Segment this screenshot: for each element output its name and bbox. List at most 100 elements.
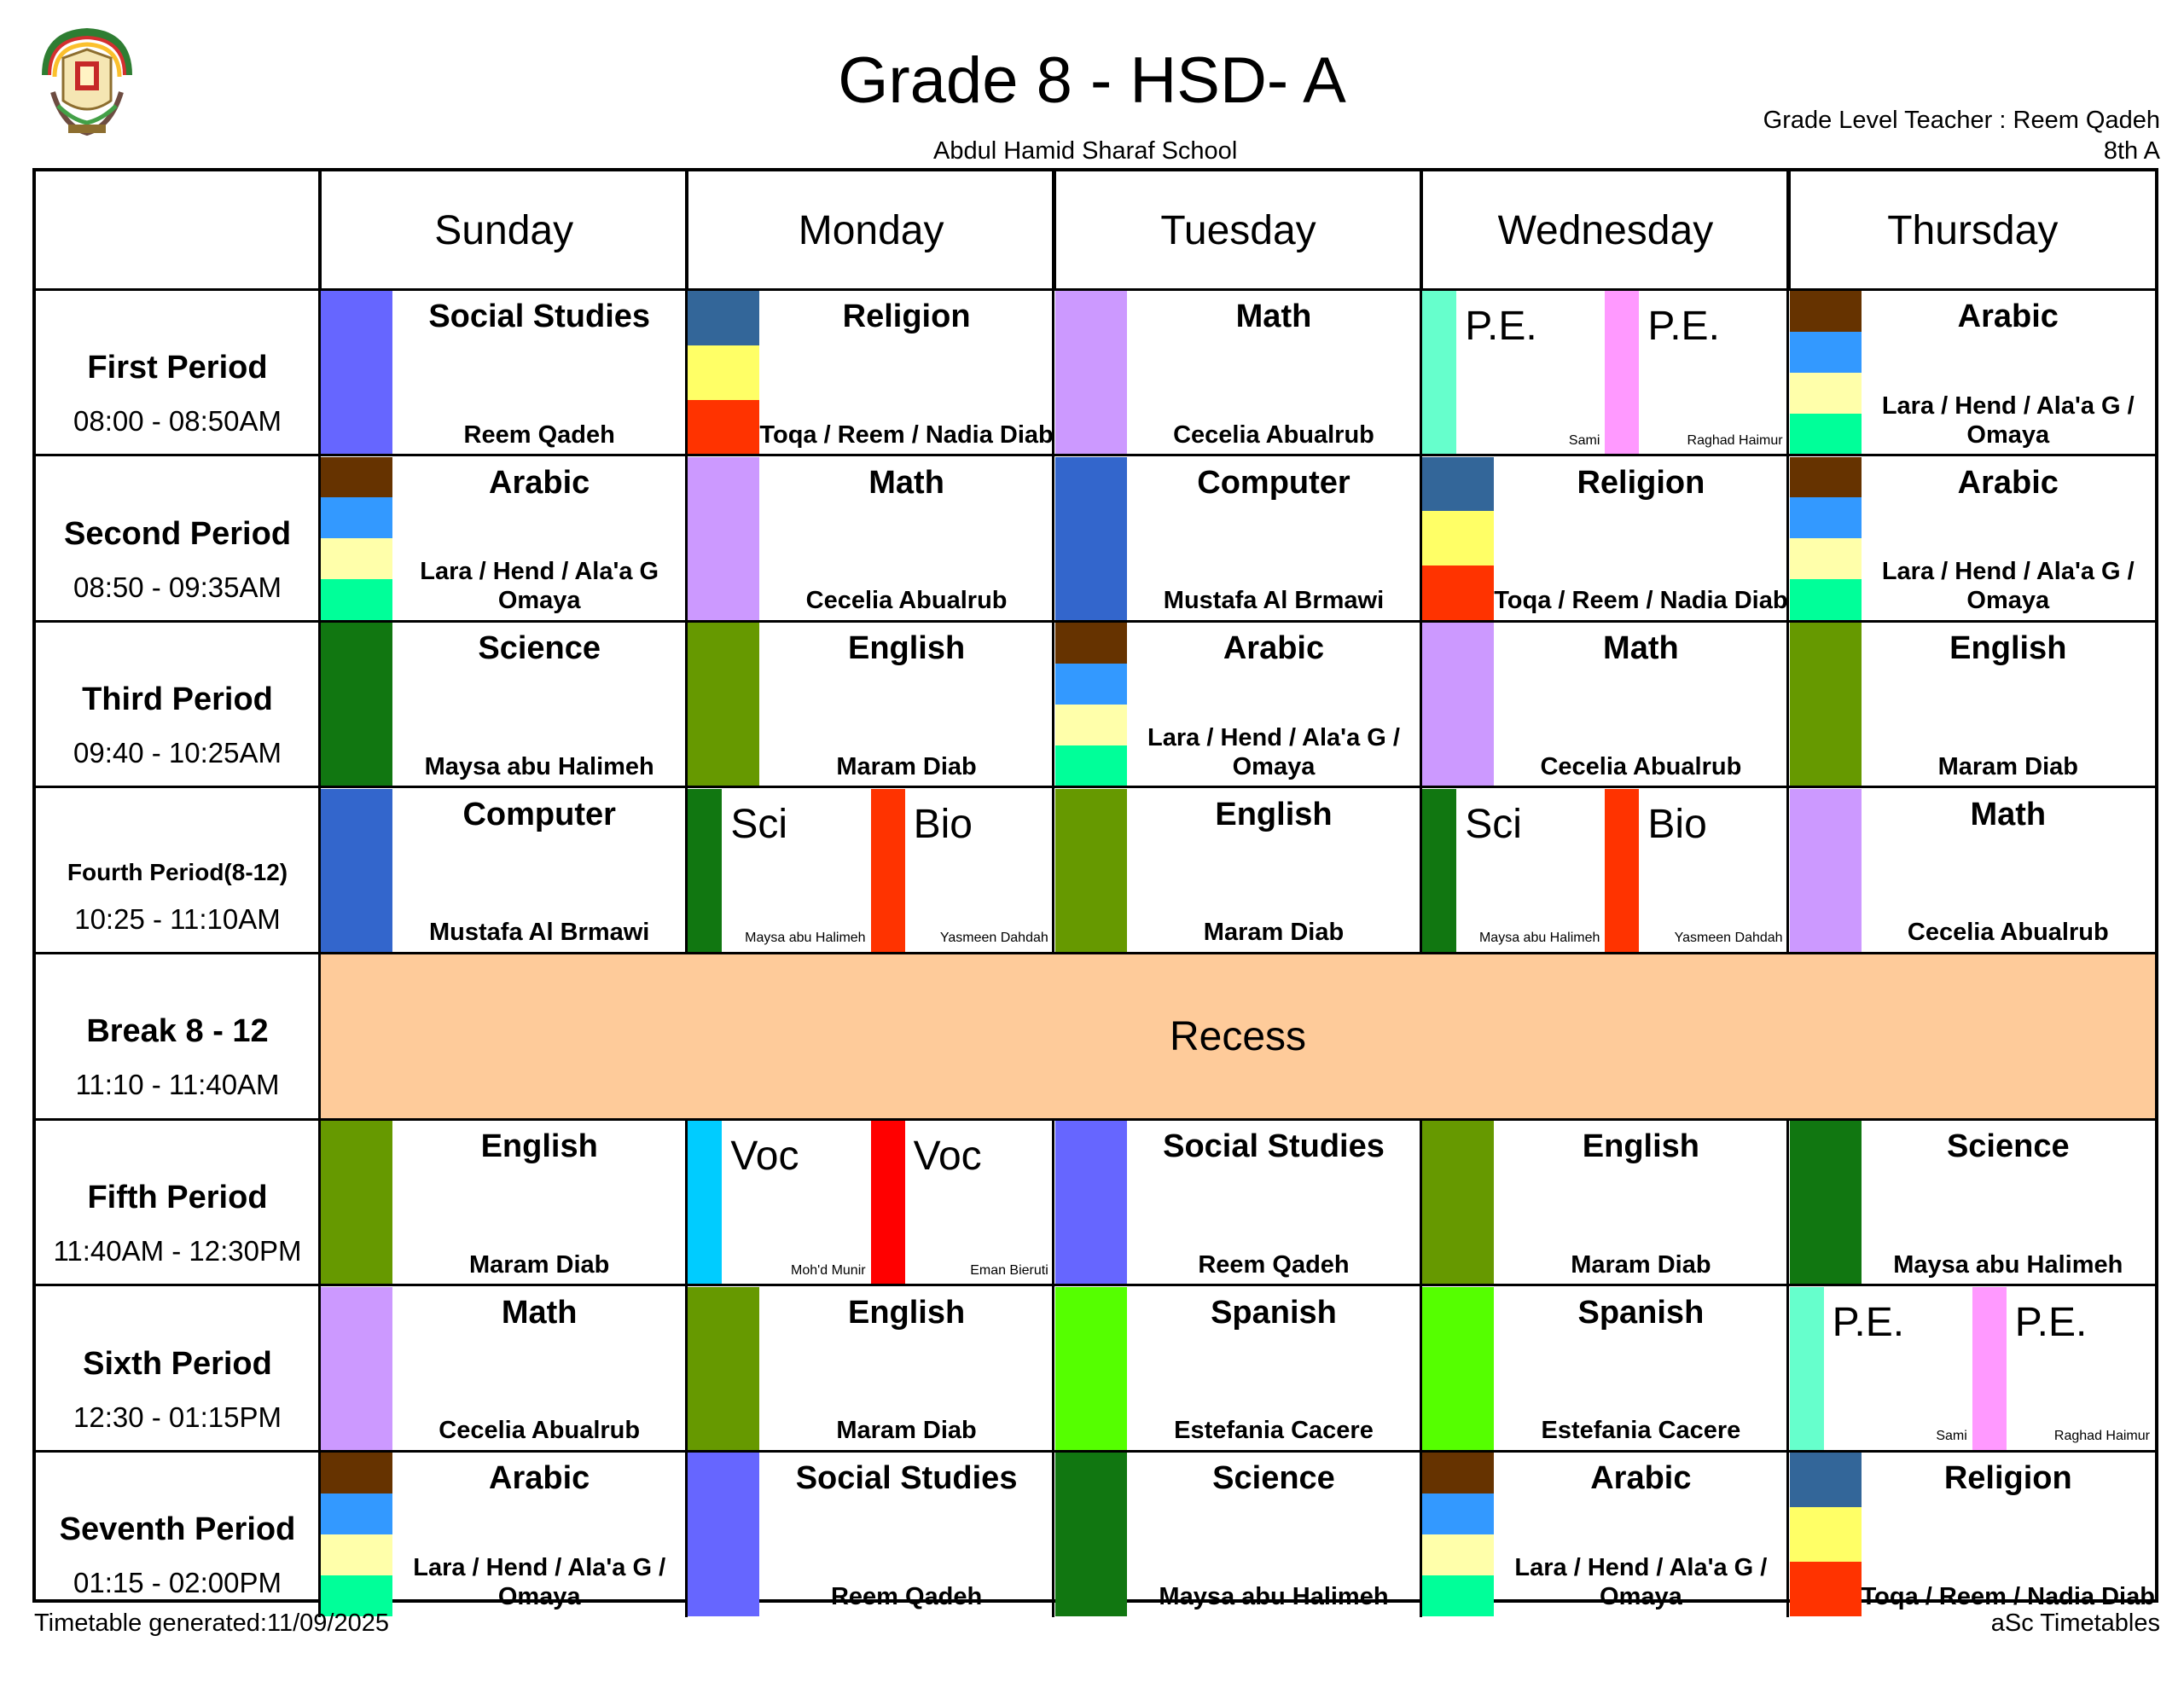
lesson-cell[interactable]: Social Studies Reem Qadeh: [1054, 1121, 1420, 1285]
lesson-cell[interactable]: Arabic Lara / Hend / Ala'a G Omaya: [321, 456, 686, 621]
color-band: [1054, 1121, 1127, 1285]
lesson-cell[interactable]: Religion Toqa / Reem / Nadia Diab: [1422, 456, 1788, 621]
teacher-name: Toqa / Reem / Nadia Diab: [1494, 587, 1788, 615]
lesson-half-cell[interactable]: Bio Yasmeen Dahdah: [870, 788, 1054, 953]
period-name: First Period: [87, 350, 268, 386]
column-divider: [317, 171, 321, 1617]
subject-name: P.E.: [1465, 304, 1537, 349]
teacher-name: Estefania Cacere: [1174, 1417, 1374, 1445]
subject-color-strip: [1422, 788, 1457, 953]
lesson-cell[interactable]: English Maram Diab: [1054, 788, 1420, 953]
lesson-cell[interactable]: English Maram Diab: [1422, 1121, 1787, 1285]
lesson-half-cell[interactable]: P.E. Raghad Haimur: [1972, 1286, 2155, 1451]
row-divider: [36, 1284, 2155, 1287]
color-band: [1789, 788, 1862, 953]
teacher-name: Lara / Hend / Ala'a G / Omaya: [1147, 723, 1400, 780]
lesson-cell[interactable]: Science Maysa abu Halimeh: [1054, 1453, 1420, 1616]
teacher-name: Cecelia Abualrub: [1907, 919, 2109, 947]
teacher-name: Cecelia Abualrub: [439, 1417, 641, 1445]
lesson-half-cell[interactable]: Voc Moh'd Munir: [688, 1121, 870, 1285]
lesson-cell[interactable]: Religion Toqa / Reem / Nadia Diab: [1789, 1453, 2155, 1616]
period-time: 11:40AM - 12:30PM: [53, 1235, 302, 1267]
subject-name: Science: [1212, 1460, 1335, 1497]
day-header-thursday: Thursday: [1787, 171, 2155, 289]
subject-color-strip: [1605, 788, 1640, 953]
lesson-half-cell[interactable]: Bio Yasmeen Dahdah: [1605, 788, 1787, 953]
lesson-half-cell[interactable]: P.E. Sami: [1789, 1286, 1972, 1451]
lesson-cell[interactable]: Spanish Estefania Cacere: [1054, 1286, 1420, 1451]
teacher-name: Eman Bieruti: [970, 1262, 1048, 1278]
lesson-cell[interactable]: Math Cecelia Abualrub: [1054, 291, 1420, 455]
period-label: Third Period 09:40 - 10:25AM: [36, 621, 319, 787]
lesson-cell[interactable]: Social Studies Reem Qadeh: [688, 1453, 1053, 1616]
lesson-cell[interactable]: Religion Toqa / Reem / Nadia Diab: [688, 291, 1054, 455]
subject-color-strip: [1972, 1286, 2007, 1451]
lesson-cell[interactable]: Arabic Lara / Hend / Ala'a G / Omaya: [1789, 456, 2155, 621]
subject-name: P.E.: [1647, 304, 1720, 349]
column-divider: [1052, 171, 1055, 1617]
subject-color-strip: [1054, 456, 1127, 621]
lesson-cell[interactable]: Arabic Lara / Hend / Ala'a G / Omaya: [321, 1453, 686, 1616]
teacher-name: Sami: [1936, 1429, 1967, 1444]
day-header-monday: Monday: [686, 171, 1053, 289]
color-band: [1789, 1507, 1862, 1562]
subject-name: Voc: [730, 1134, 799, 1179]
subject-name: English: [847, 630, 966, 667]
row-divider: [36, 619, 2155, 623]
subject-color-strip: [1789, 456, 1862, 621]
lesson-cell[interactable]: English Maram Diab: [688, 1286, 1053, 1451]
subject-color-strip: [1789, 1286, 1824, 1451]
subject-name: Religion: [842, 299, 971, 334]
period-label: First Period 08:00 - 08:50AM: [36, 289, 319, 455]
teacher-name: Maram Diab: [836, 1417, 977, 1445]
lesson-cell[interactable]: Math Cecelia Abualrub: [1422, 623, 1787, 786]
teacher-name: Maysa abu Halimeh: [1159, 1582, 1389, 1610]
lesson-cell[interactable]: Spanish Estefania Cacere: [1422, 1286, 1787, 1451]
row-divider: [36, 786, 2155, 789]
lesson-cell[interactable]: Computer Mustafa Al Brmawi: [321, 788, 686, 953]
lesson-cell[interactable]: Arabic Lara / Hend / Ala'a G / Omaya: [1054, 623, 1420, 786]
lesson-cell[interactable]: Math Cecelia Abualrub: [688, 456, 1053, 621]
period-name: Third Period: [82, 682, 273, 718]
lesson-cell[interactable]: Math Cecelia Abualrub: [1789, 788, 2155, 953]
subject-color-strip: [1789, 291, 1862, 455]
lesson-half-cell[interactable]: Voc Eman Bieruti: [870, 1121, 1054, 1285]
subject-color-strip: [688, 1453, 760, 1616]
lesson-cell[interactable]: Social Studies Reem Qadeh: [321, 291, 686, 455]
subject-name: Arabic: [1957, 299, 2059, 334]
lesson-cell[interactable]: English Maram Diab: [321, 1121, 686, 1285]
color-band: [321, 1121, 392, 1285]
color-band: [1054, 745, 1127, 786]
lesson-cell[interactable]: English Maram Diab: [1789, 623, 2155, 786]
subject-color-strip: [1789, 1453, 1862, 1616]
row-divider: [36, 1449, 2155, 1453]
color-band: [321, 579, 392, 621]
color-band: [1789, 579, 1862, 621]
lesson-half-cell[interactable]: P.E. Sami: [1422, 291, 1605, 455]
lesson-half-cell[interactable]: Sci Maysa abu Halimeh: [688, 788, 870, 953]
lesson-half-cell[interactable]: Sci Maysa abu Halimeh: [1422, 788, 1605, 953]
lesson-cell[interactable]: English Maram Diab: [688, 623, 1053, 786]
teacher-name: Sami: [1568, 432, 1600, 448]
subject-name: Bio: [1647, 801, 1707, 847]
lesson-cell[interactable]: Arabic Lara / Hend / Ala'a G / Omaya: [1422, 1453, 1787, 1616]
row-divider: [36, 287, 2155, 291]
lesson-cell[interactable]: Arabic Lara / Hend / Ala'a G / Omaya: [1789, 291, 2155, 455]
subject-color-strip: [1054, 1286, 1127, 1451]
lesson-half-cell[interactable]: P.E. Raghad Haimur: [1605, 291, 1787, 455]
brand-name: aSc Timetables: [1990, 1610, 2160, 1637]
subject-name: Computer: [462, 796, 616, 832]
lesson-cell[interactable]: Computer Mustafa Al Brmawi: [1054, 456, 1420, 621]
lesson-cell[interactable]: Science Maysa abu Halimeh: [1789, 1121, 2155, 1285]
lesson-cell[interactable]: Math Cecelia Abualrub: [321, 1286, 686, 1451]
subject-name: Social Studies: [428, 299, 651, 334]
column-divider: [684, 171, 688, 1617]
lesson-cell[interactable]: Science Maysa abu Halimeh: [321, 623, 686, 786]
teacher-name: Maram Diab: [1203, 919, 1345, 947]
period-label: Fourth Period(8-12) 10:25 - 11:10AM: [36, 787, 319, 954]
teacher-name: Yasmeen Dahdah: [1674, 931, 1783, 946]
teacher-name: Moh'd Munir: [791, 1262, 866, 1278]
subject-color-strip: [1422, 1453, 1495, 1616]
recess-block: Recess: [321, 954, 2155, 1118]
row-divider: [36, 1117, 2155, 1121]
